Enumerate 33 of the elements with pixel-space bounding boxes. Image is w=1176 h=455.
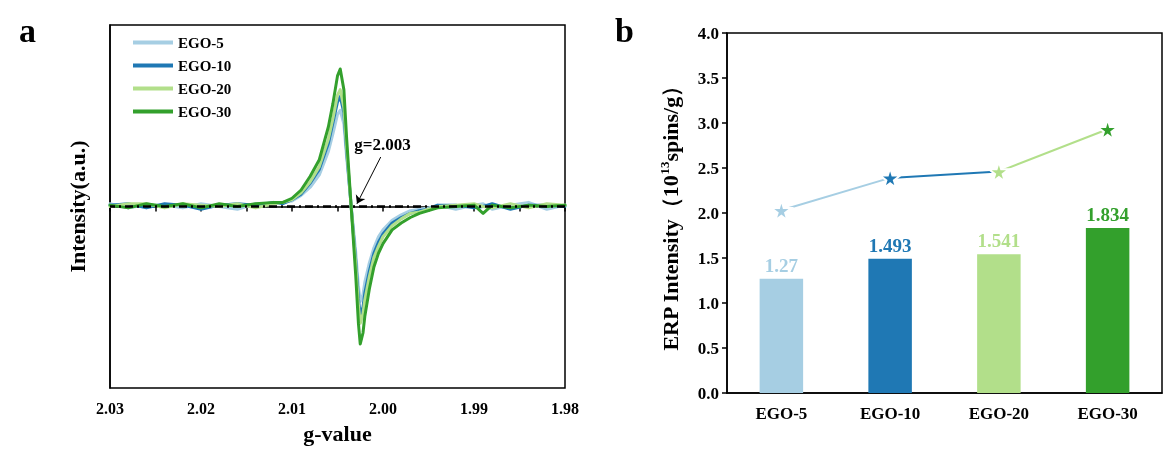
x-tick-label: 2.03 <box>96 399 124 417</box>
y-tick-label: 1.0 <box>697 293 719 313</box>
legend-label: EGO-5 <box>178 34 224 51</box>
data-label: 1.493 <box>868 234 912 256</box>
legend-label: EGO-10 <box>178 57 232 74</box>
y-tick-label: 1.5 <box>697 248 719 268</box>
chart-title: b <box>615 11 634 49</box>
y-tick-label: 0.0 <box>697 383 719 403</box>
x-tick-label: EGO-20 <box>968 404 1030 423</box>
annotation: g=2.003 <box>354 135 411 155</box>
y-tick-label: 3.5 <box>697 68 719 88</box>
y-axis-title: Intensity(a.u.) <box>64 140 90 273</box>
y-tick-label: 0.5 <box>697 338 719 358</box>
x-tick-label: EGO-5 <box>755 404 808 423</box>
data-label: 1.834 <box>1086 203 1130 225</box>
y-tick-label: 2.0 <box>697 203 719 223</box>
x-tick-label: EGO-10 <box>859 404 921 423</box>
data-label: 1.27 <box>764 254 799 276</box>
y-tick-label: 4.0 <box>697 23 719 43</box>
legend-label: EGO-20 <box>178 80 232 97</box>
y-tick-label: 2.5 <box>697 158 719 178</box>
x-tick-label: 1.98 <box>551 399 579 417</box>
chart-title: a <box>19 11 36 49</box>
x-tick-label: 1.99 <box>460 399 488 417</box>
data-label: 1.541 <box>977 230 1021 252</box>
x-axis-title: g-value <box>303 420 372 446</box>
x-tick-label: 2.02 <box>187 399 215 417</box>
x-tick-label: EGO-30 <box>1077 404 1138 423</box>
x-tick-label: 2.00 <box>369 399 397 417</box>
y-tick-label: 3.0 <box>697 113 719 133</box>
x-tick-label: 2.01 <box>278 399 306 417</box>
y-axis-title: ERP Intensity（1013spins/g） <box>657 74 683 351</box>
legend-label: EGO-30 <box>178 103 232 120</box>
